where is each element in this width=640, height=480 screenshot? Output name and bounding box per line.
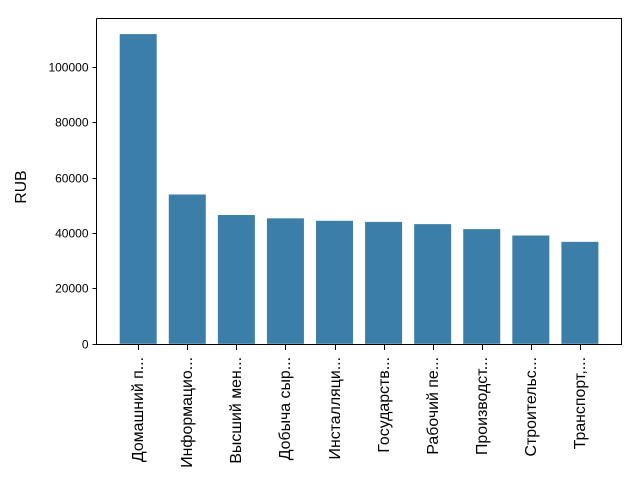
svg-text:Инсталляци...: Инсталляци... [327,357,344,459]
svg-text:RUB: RUB [13,170,30,203]
svg-text:Государств...: Государств... [376,357,393,453]
svg-text:Строительс...: Строительс... [523,357,540,456]
svg-text:Добыча сыр...: Добыча сыр... [277,357,294,460]
svg-text:60000: 60000 [55,172,89,186]
svg-text:Домашний п...: Домашний п... [130,357,147,462]
svg-text:Транспорт,...: Транспорт,... [572,357,589,449]
svg-text:Информацио...: Информацио... [179,357,196,468]
svg-text:40000: 40000 [55,227,89,241]
svg-text:Высший мен...: Высший мен... [228,357,245,464]
svg-text:Рабочий пе...: Рабочий пе... [425,357,442,455]
svg-text:Производст...: Производст... [474,357,491,455]
svg-text:80000: 80000 [55,116,89,130]
svg-text:0: 0 [82,338,89,352]
svg-text:20000: 20000 [55,282,89,296]
svg-text:100000: 100000 [48,61,88,75]
